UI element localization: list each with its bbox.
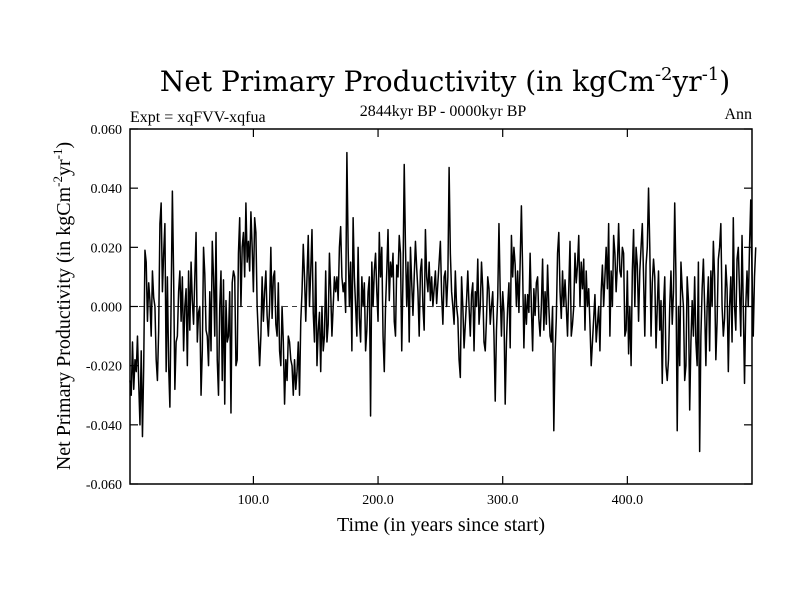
season-label: Ann xyxy=(724,106,752,123)
y-tick-label: -0.020 xyxy=(86,360,122,375)
y-tick-label: 0.020 xyxy=(91,241,123,256)
y-axis-label-sup2: -1 xyxy=(50,149,65,160)
y-tick-label: 0.040 xyxy=(91,182,123,197)
chart-title-sup1: -2 xyxy=(655,64,673,85)
x-axis-label: Time (in years since start) xyxy=(337,514,545,536)
period-label: 2844kyr BP - 0000kyr BP xyxy=(360,103,527,120)
chart-title-sup2: -1 xyxy=(702,64,720,85)
chart-title-end: ) xyxy=(719,65,730,98)
chart-title-mid: yr xyxy=(671,65,702,98)
y-tick-label: -0.060 xyxy=(86,478,122,493)
y-axis-label-main: Net Primary Productivity (in kgCm xyxy=(53,186,75,470)
experiment-label: Expt = xqFVV-xqfua xyxy=(130,109,266,126)
plot-frame xyxy=(129,128,753,485)
x-tick-label: 200.0 xyxy=(362,493,394,508)
y-axis-label-end: ) xyxy=(53,142,75,149)
y-axis-label-sup1: -2 xyxy=(50,176,65,187)
data-series-line xyxy=(129,151,757,453)
y-tick-label: 0.060 xyxy=(91,123,123,138)
chart-title-main: Net Primary Productivity (in kgCm xyxy=(160,65,655,98)
y-tick-label: 0.000 xyxy=(91,301,123,316)
y-axis-label: Net Primary Productivity (in kgCm-2yr-1) xyxy=(50,142,75,470)
x-tick-label: 100.0 xyxy=(238,493,270,508)
x-tick-label: 300.0 xyxy=(487,493,519,508)
chart-title: Net Primary Productivity (in kgCm-2yr-1) xyxy=(160,64,730,98)
y-axis-label-mid: yr xyxy=(53,159,75,176)
x-ticks: 100.0 200.0 300.0 400.0 xyxy=(238,129,643,508)
x-tick-label: 400.0 xyxy=(612,493,644,508)
y-tick-label: -0.040 xyxy=(86,419,122,434)
